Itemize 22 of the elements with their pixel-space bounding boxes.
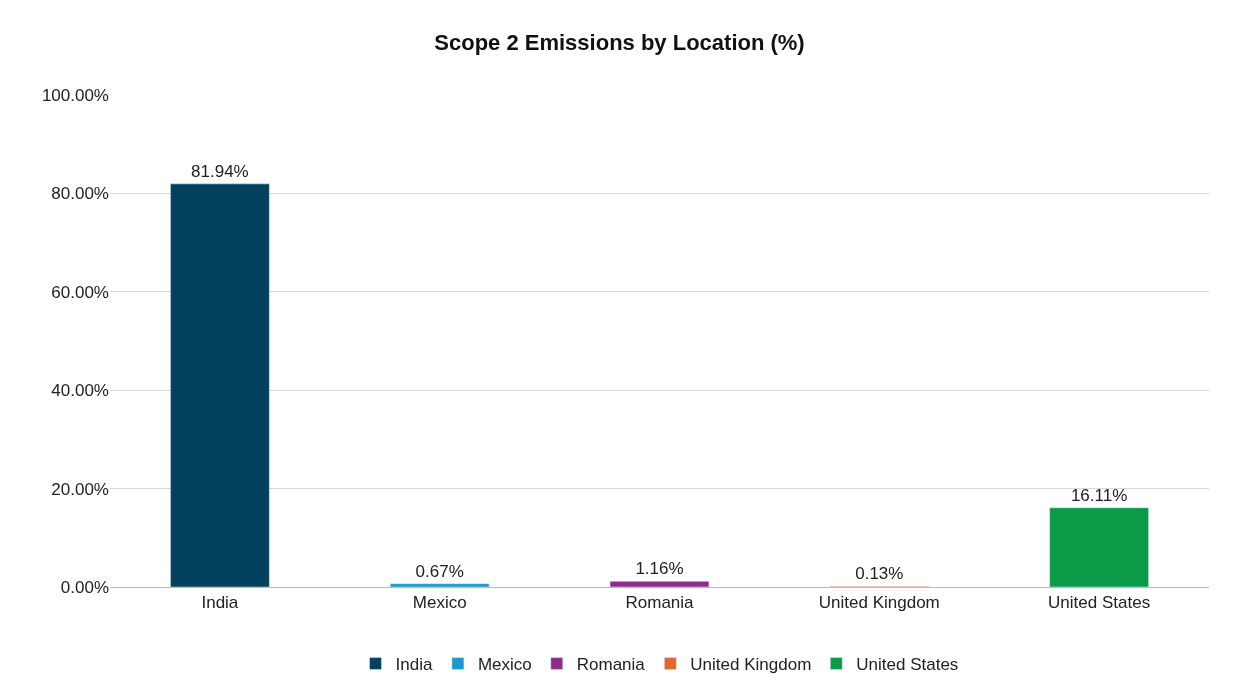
chart-title: Scope 2 Emissions by Location (%)	[434, 30, 805, 56]
legend-label: Romania	[576, 655, 646, 675]
y-tick-label: 80.00%	[51, 184, 109, 204]
x-tick-label: United Kingdom	[818, 593, 940, 613]
y-tick-label: 100.00%	[41, 85, 109, 105]
data-label: 81.94%	[191, 161, 249, 181]
data-label: 16.11%	[1070, 485, 1128, 505]
legend-label: United Kingdom	[690, 655, 812, 675]
y-tick-label: 60.00%	[51, 282, 109, 302]
y-tick-label: 40.00%	[51, 381, 109, 401]
data-label: 0.67%	[415, 561, 464, 581]
data-label: 0.13%	[855, 564, 904, 584]
x-tick-label: India	[201, 593, 239, 613]
x-tick-label: Romania	[625, 593, 695, 613]
x-tick-label: United States	[1048, 593, 1151, 613]
y-tick-label: 0.00%	[60, 577, 109, 597]
legend-label: Mexico	[477, 655, 532, 675]
legend-label: India	[395, 655, 433, 675]
y-tick-label: 20.00%	[51, 479, 109, 499]
data-label: 1.16%	[635, 559, 684, 579]
x-tick-label: Mexico	[412, 593, 467, 613]
legend-label: United States	[856, 655, 959, 675]
